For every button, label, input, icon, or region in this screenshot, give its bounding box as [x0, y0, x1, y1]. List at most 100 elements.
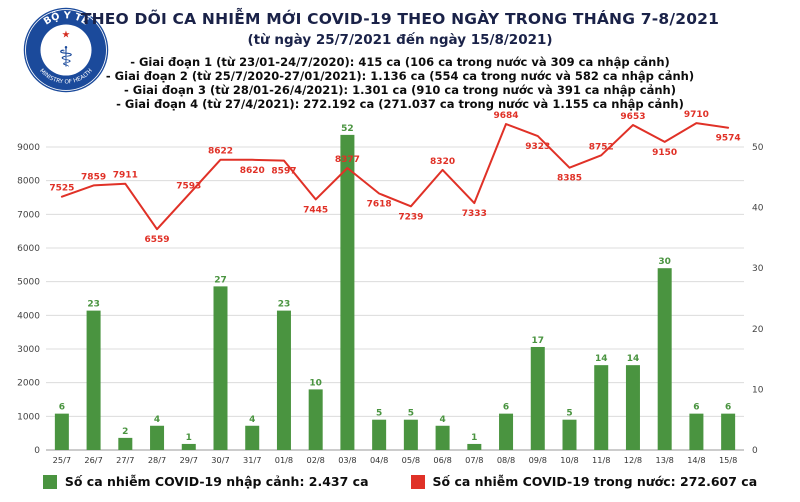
legend: Số ca nhiễm COVID-19 nhập cảnh: 2.437 ca… [0, 474, 800, 489]
bar [54, 413, 69, 450]
svg-text:2: 2 [122, 427, 128, 437]
svg-text:40: 40 [752, 204, 764, 214]
svg-text:50: 50 [752, 143, 764, 153]
bar [657, 268, 672, 450]
domestic-cases-line [60, 122, 730, 231]
phase-3-note: - Giai đoạn 3 (từ 28/01-26/4/2021): 1.30… [124, 83, 676, 98]
phase-1-note: - Giai đoạn 1 (từ 23/01-24/7/2020): 415 … [130, 55, 670, 69]
x-axis-labels: 25/7 26/7 27/7 28/7 29/7 30/7 31/7 01/8 02/8 03/8… [53, 455, 738, 465]
svg-text:9710: 9710 [684, 110, 709, 120]
svg-text:04/8: 04/8 [370, 455, 388, 465]
svg-text:7239: 7239 [398, 212, 423, 222]
bar [150, 425, 165, 450]
legend-item-domestic: Số ca nhiễm COVID-19 trong nước: 272.607… [410, 474, 757, 489]
svg-text:07/8: 07/8 [465, 455, 483, 465]
svg-text:05/8: 05/8 [402, 455, 420, 465]
svg-text:27/7: 27/7 [116, 455, 134, 465]
svg-text:7445: 7445 [303, 205, 328, 215]
svg-text:8597: 8597 [271, 167, 296, 177]
bar [372, 419, 387, 450]
phase-4-note: - Giai đoạn 4 (từ 27/4/2021): 272.192 ca… [116, 97, 684, 112]
legend-label-imported: Số ca nhiễm COVID-19 nhập cảnh: 2.437 ca [64, 474, 369, 489]
bar [308, 389, 323, 450]
svg-text:7593: 7593 [176, 181, 201, 191]
svg-text:10/8: 10/8 [560, 455, 578, 465]
svg-text:14: 14 [627, 354, 640, 364]
svg-text:7618: 7618 [367, 200, 392, 210]
svg-text:31/7: 31/7 [243, 455, 261, 465]
svg-text:8000: 8000 [17, 177, 40, 187]
svg-text:4000: 4000 [17, 311, 40, 321]
svg-text:1: 1 [471, 433, 477, 443]
svg-text:8752: 8752 [589, 142, 614, 152]
svg-text:08/8: 08/8 [497, 455, 515, 465]
svg-text:10: 10 [309, 378, 322, 388]
svg-text:7859: 7859 [81, 172, 106, 182]
svg-text:11/8: 11/8 [592, 455, 610, 465]
bar [86, 310, 101, 450]
bar [689, 413, 704, 450]
svg-text:4: 4 [439, 415, 445, 425]
bar [625, 365, 640, 450]
svg-text:26/7: 26/7 [84, 455, 102, 465]
svg-text:6: 6 [725, 403, 731, 413]
svg-text:17: 17 [532, 336, 545, 346]
bar [467, 443, 482, 450]
svg-text:02/8: 02/8 [306, 455, 324, 465]
svg-text:29/7: 29/7 [180, 455, 198, 465]
svg-text:9574: 9574 [716, 134, 741, 144]
svg-text:27: 27 [214, 275, 227, 285]
phase-2-note: - Giai đoạn 2 (từ 25/7/2020-27/01/2021):… [105, 69, 695, 84]
svg-text:7525: 7525 [49, 184, 74, 194]
logo-inner-circle [40, 24, 92, 76]
svg-text:20: 20 [752, 325, 764, 335]
svg-text:1000: 1000 [17, 412, 40, 422]
svg-text:8620: 8620 [240, 166, 265, 176]
svg-text:06/8: 06/8 [433, 455, 451, 465]
bar [530, 346, 545, 450]
bar [594, 365, 609, 450]
svg-text:7333: 7333 [462, 209, 487, 219]
svg-text:30/7: 30/7 [211, 455, 229, 465]
page-subtitle: (từ ngày 25/7/2021 đến ngày 15/8/2021) [247, 32, 553, 48]
svg-text:5: 5 [566, 409, 572, 419]
bar [181, 443, 196, 450]
right-axis-labels: 0 10 20 30 40 50 [752, 143, 764, 456]
svg-text:9323: 9323 [525, 142, 550, 152]
svg-text:52: 52 [341, 124, 354, 134]
chart-header: THEO DÕI CA NHIỄM MỚI COVID-19 THEO NGÀY… [0, 10, 800, 111]
svg-text:23: 23 [87, 300, 100, 310]
bar [499, 413, 514, 450]
ministry-of-health-logo: BỘ Y TẾ MINISTRY OF HEALTH ★ ⚕ [23, 7, 109, 93]
svg-text:5: 5 [376, 409, 382, 419]
svg-text:30: 30 [752, 264, 764, 274]
svg-text:6: 6 [59, 403, 65, 413]
svg-text:9150: 9150 [652, 148, 677, 158]
svg-text:23: 23 [278, 300, 291, 310]
svg-text:1: 1 [186, 433, 192, 443]
bar [276, 310, 291, 450]
svg-text:6559: 6559 [145, 235, 170, 245]
bar [340, 134, 355, 450]
svg-text:7911: 7911 [113, 171, 138, 181]
left-axis-labels: 0 1000 2000 3000 4000 5000 6000 7000 8000 9000 [17, 143, 40, 456]
svg-text:3000: 3000 [17, 345, 40, 355]
svg-text:6000: 6000 [17, 244, 40, 254]
svg-text:30: 30 [658, 257, 671, 267]
svg-text:4: 4 [154, 415, 160, 425]
svg-text:4: 4 [249, 415, 255, 425]
svg-text:0: 0 [752, 446, 758, 456]
caduceus-icon: ⚕ [58, 41, 73, 74]
page-title: THEO DÕI CA NHIỄM MỚI COVID-19 THEO NGÀY… [80, 10, 720, 28]
svg-text:2000: 2000 [17, 379, 40, 389]
legend-swatch-imported [42, 474, 57, 489]
imported-cases-bars [54, 134, 736, 450]
svg-text:9653: 9653 [620, 112, 645, 122]
svg-text:5000: 5000 [17, 278, 40, 288]
svg-text:0: 0 [34, 446, 40, 456]
logo-text-top: BỘ Y TẾ [42, 9, 93, 28]
phase-notes: - Giai đoạn 1 (từ 23/01-24/7/2020): 415 … [0, 55, 800, 111]
bar [403, 419, 418, 450]
bar [213, 286, 228, 450]
svg-text:8320: 8320 [430, 157, 455, 167]
